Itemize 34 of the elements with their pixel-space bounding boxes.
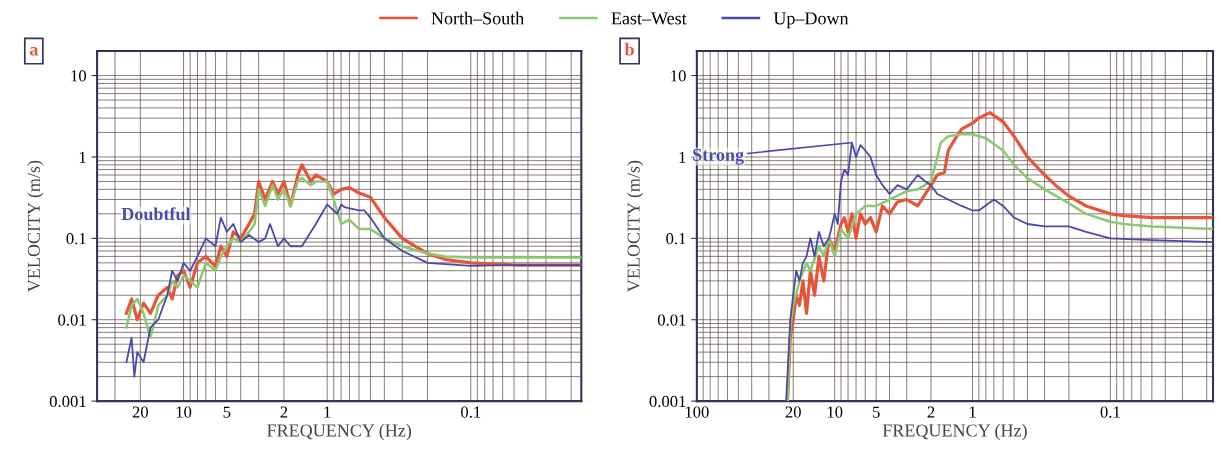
y-tick-label: 0.1 xyxy=(66,233,86,245)
legend-label: Up–Down xyxy=(773,12,849,29)
y-tick-label: 0.1 xyxy=(666,233,686,245)
legend-label: North–South xyxy=(431,11,525,25)
x-tick-label: 2 xyxy=(280,406,288,418)
y-tick-label: 1 xyxy=(679,151,686,163)
annotation: Doubtful xyxy=(121,207,191,221)
x-tick-label: 20 xyxy=(132,406,149,418)
y-tick-label: 1 xyxy=(79,151,86,163)
x-tick-label: 10 xyxy=(176,406,192,418)
y-tick-label: 0.001 xyxy=(49,395,86,408)
x-tick-label: 5 xyxy=(223,406,231,418)
annotation: Strong xyxy=(693,148,744,165)
y-tick-label: 0.001 xyxy=(649,395,686,408)
x-tick-label: 100 xyxy=(685,406,709,418)
x-tick-label: 5 xyxy=(872,406,880,418)
chart-title: b xyxy=(624,42,634,56)
y-axis-title: VELOCITY (m/s) xyxy=(27,160,44,292)
y-tick-label: 0.01 xyxy=(58,314,86,326)
x-tick-label: 1 xyxy=(324,406,331,418)
x-tick-label: 2 xyxy=(927,406,935,418)
x-tick-label: 0.1 xyxy=(1100,406,1120,418)
chart-title: a xyxy=(29,46,39,56)
x-axis-title: FREQUENCY (Hz) xyxy=(267,423,412,441)
y-tick-label: 0.01 xyxy=(657,314,686,326)
legend-label: East–West xyxy=(611,12,687,25)
x-tick-label: 20 xyxy=(785,406,801,418)
y-tick-label: 10 xyxy=(71,70,87,82)
x-tick-label: 10 xyxy=(827,406,843,418)
y-tick-label: 10 xyxy=(671,70,686,82)
x-axis-title: FREQUENCY (Hz) xyxy=(882,423,1027,441)
y-axis-title: VELOCITY (m/s) xyxy=(627,160,644,292)
x-tick-label: 0.1 xyxy=(461,406,481,418)
x-tick-label: 1 xyxy=(969,406,976,418)
